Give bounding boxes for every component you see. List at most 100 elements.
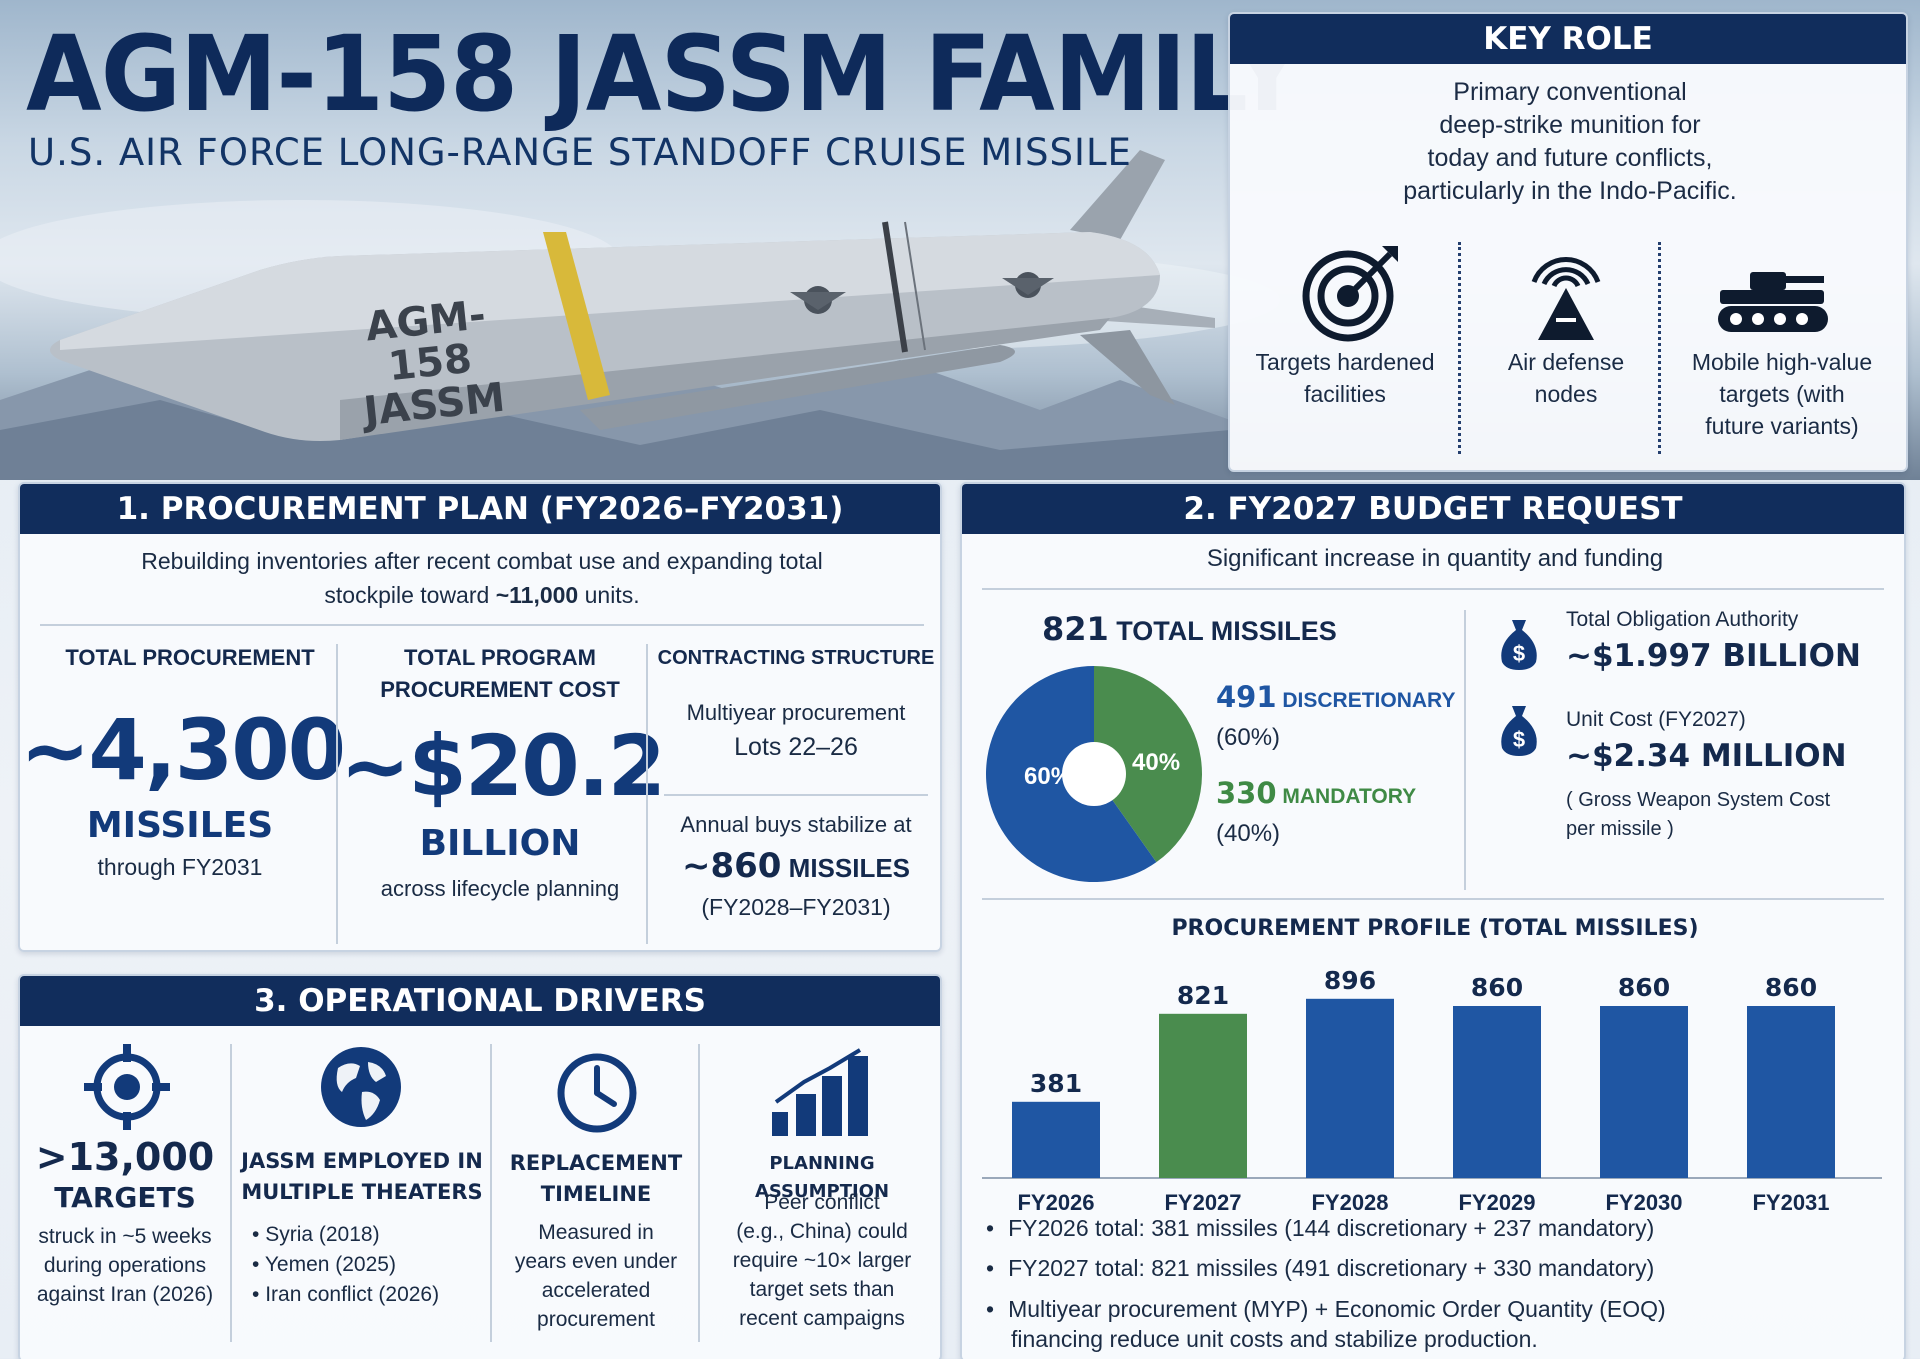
- procurement-intro-line: Rebuilding inventories after recent comb…: [141, 548, 823, 574]
- money-bag-icon: $: [1501, 706, 1537, 756]
- contracting-detail: Multiyear procurement Lots 22–26: [654, 696, 938, 764]
- intro-text: units.: [578, 582, 640, 608]
- replacement-line: years even under: [514, 1250, 678, 1273]
- chart-title: PROCUREMENT PROFILE (TOTAL MISSILES): [1171, 916, 1699, 941]
- bar-fy2028: [1306, 998, 1394, 1178]
- replacement-title: REPLACEMENT TIMELINE: [494, 1148, 698, 1210]
- mandatory-legend: 330 MANDATORY: [1216, 776, 1496, 810]
- key-role-item-text: Air defense: [1507, 349, 1625, 375]
- procurement-intro: Rebuilding inventories after recent comb…: [20, 544, 944, 612]
- budget-request-panel: 2. FY2027 BUDGET REQUEST Significant inc…: [960, 482, 1906, 1359]
- stockpile-target: ~11,000: [495, 582, 579, 608]
- budget-total-missiles: 821 TOTAL MISSILES: [1042, 610, 1442, 648]
- unit-cost-note: ( Gross Weapon System Cost per missile ): [1566, 786, 1830, 844]
- planning-line: Peer conflict: [764, 1191, 880, 1214]
- discretionary-value: 491: [1216, 680, 1277, 714]
- budget-intro: Significant increase in quantity and fun…: [1206, 545, 1664, 572]
- divider: [646, 644, 648, 944]
- crosshair-icon: [84, 1044, 170, 1130]
- bar-fy2026: [1012, 1101, 1100, 1178]
- key-role-item-hardened: Targets hardened facilities: [1240, 346, 1450, 410]
- money-bag-icon: $: [1501, 620, 1537, 670]
- divider: [982, 898, 1884, 900]
- unit-cost-note-line: per missile ): [1566, 818, 1674, 840]
- divider: [982, 588, 1884, 590]
- unit-cost-note-line: ( Gross Weapon System Cost: [1566, 789, 1831, 811]
- divider: [336, 644, 338, 944]
- discretionary-legend: 491 DISCRETIONARY: [1216, 680, 1496, 714]
- annual-buys-label: Annual buys stabilize at: [680, 812, 912, 837]
- note-text: financing reduce unit costs and stabiliz…: [1011, 1326, 1538, 1352]
- key-role-item-text: facilities: [1304, 381, 1386, 407]
- planning-line: (e.g., China) could: [736, 1220, 908, 1243]
- bar-fy2027: [1159, 1013, 1247, 1178]
- key-role-item-text: Mobile high-value: [1691, 349, 1873, 375]
- divider: [490, 1044, 492, 1342]
- operational-drivers-panel: 3. OPERATIONAL DRIVERS >13,000 TARGETS s…: [18, 974, 942, 1359]
- growth-chart-icon: [772, 1048, 868, 1136]
- list-item: FY2026 total: 381 missiles (144 discreti…: [986, 1208, 1886, 1248]
- divider: [698, 1044, 700, 1342]
- key-role-item-mobile: Mobile high-value targets (with future v…: [1662, 346, 1902, 442]
- total-missiles-label: TOTAL MISSILES: [1108, 616, 1337, 646]
- budget-notes: FY2026 total: 381 missiles (144 discreti…: [986, 1208, 1886, 1354]
- bar-value-label: 821: [1177, 981, 1229, 1010]
- missile-label: AGM-158 JASSM: [329, 290, 531, 435]
- key-role-heading: KEY ROLE: [1230, 14, 1906, 64]
- planning-description: Peer conflict (e.g., China) could requir…: [702, 1188, 942, 1333]
- theaters-title: JASSM EMPLOYED IN MULTIPLE THEATERS: [234, 1146, 490, 1208]
- mandatory-label: MANDATORY: [1276, 785, 1417, 808]
- targets-line: against Iran (2026): [36, 1283, 214, 1306]
- replacement-title-line: TIMELINE: [540, 1182, 652, 1206]
- pie-label-mandatory: 40%: [1132, 749, 1180, 776]
- replacement-line: Measured in: [538, 1221, 654, 1244]
- target-icon: [1302, 246, 1398, 342]
- planning-line: target sets than: [749, 1278, 895, 1301]
- key-role-item-text: targets (with: [1719, 381, 1845, 407]
- key-role-item-text: future variants): [1705, 413, 1859, 439]
- divider: [1458, 242, 1461, 454]
- total-procurement-unit: MISSILES: [86, 805, 274, 846]
- key-role-line: deep-strike munition for: [1439, 111, 1701, 139]
- targets-value: >13,000: [35, 1135, 215, 1179]
- program-cost-label: TOTAL PROGRAM PROCUREMENT COST: [340, 642, 660, 706]
- program-cost-note: across lifecycle planning: [380, 876, 620, 901]
- unit-cost-label: Unit Cost (FY2027): [1566, 708, 1746, 731]
- targets-line: struck in ~5 weeks: [38, 1225, 212, 1248]
- pie-hole: [1062, 742, 1126, 806]
- annual-buys-years: (FY2028–FY2031): [701, 894, 891, 920]
- divider: [1464, 610, 1466, 890]
- svg-text:$: $: [1513, 641, 1525, 666]
- key-role-panel: KEY ROLE Primary conventional deep-strik…: [1228, 12, 1908, 472]
- bar-value-label: 896: [1324, 966, 1376, 995]
- list-item-continuation: financing reduce unit costs and stabiliz…: [986, 1324, 1886, 1354]
- list-item: Multiyear procurement (MYP) + Economic O…: [986, 1288, 1886, 1324]
- theaters-list: Syria (2018) Yemen (2025) Iran conflict …: [252, 1220, 482, 1310]
- tank-icon: [1718, 272, 1828, 332]
- procurement-intro-line: stockpile toward ~11,000 units.: [20, 578, 944, 612]
- key-role-item-air-defense: Air defense nodes: [1468, 346, 1664, 410]
- key-role-line: Primary conventional: [1453, 78, 1687, 106]
- replacement-line: accelerated: [541, 1279, 651, 1302]
- annual-buys-value: ~860 MISSILES: [654, 846, 938, 886]
- planning-line: recent campaigns: [739, 1307, 905, 1330]
- mandatory-pct: (40%): [1216, 820, 1281, 847]
- planning-title: PLANNING ASSUMPTION: [754, 1153, 890, 1202]
- bar-value-label: 860: [1471, 973, 1523, 1002]
- svg-text:$: $: [1513, 727, 1525, 752]
- intro-text: stockpile toward: [324, 582, 496, 608]
- toa-value: ~$1.997 BILLION: [1566, 638, 1861, 674]
- divider: [664, 794, 928, 796]
- globe-icon: [321, 1047, 401, 1127]
- budget-heading: 2. FY2027 BUDGET REQUEST: [962, 484, 1904, 534]
- program-cost-label-line: TOTAL PROGRAM: [404, 645, 596, 670]
- program-cost-unit: BILLION: [419, 823, 581, 864]
- budget-pie-chart: 60% 40%: [986, 666, 1202, 882]
- key-role-description: Primary conventional deep-strike munitio…: [1230, 76, 1910, 208]
- annual-buys-number: ~860: [681, 846, 782, 886]
- targets-line: during operations: [43, 1254, 207, 1277]
- procurement-bar-chart: 381FY2026821FY2027896FY2028860FY2029860F…: [982, 966, 1882, 1215]
- pie-slice-mandatory: [1094, 666, 1202, 863]
- key-role-line: particularly in the Indo-Pacific.: [1403, 177, 1737, 205]
- total-procurement-value: ~4,300: [20, 701, 346, 799]
